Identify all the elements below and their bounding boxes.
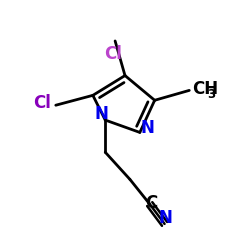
Text: N: N (140, 119, 154, 137)
Text: CH: CH (192, 80, 218, 98)
Text: Cl: Cl (104, 45, 122, 63)
Text: C: C (145, 194, 157, 212)
Text: Cl: Cl (33, 94, 51, 112)
Text: 3: 3 (207, 88, 215, 101)
Text: N: N (94, 105, 108, 123)
Text: N: N (159, 209, 173, 227)
